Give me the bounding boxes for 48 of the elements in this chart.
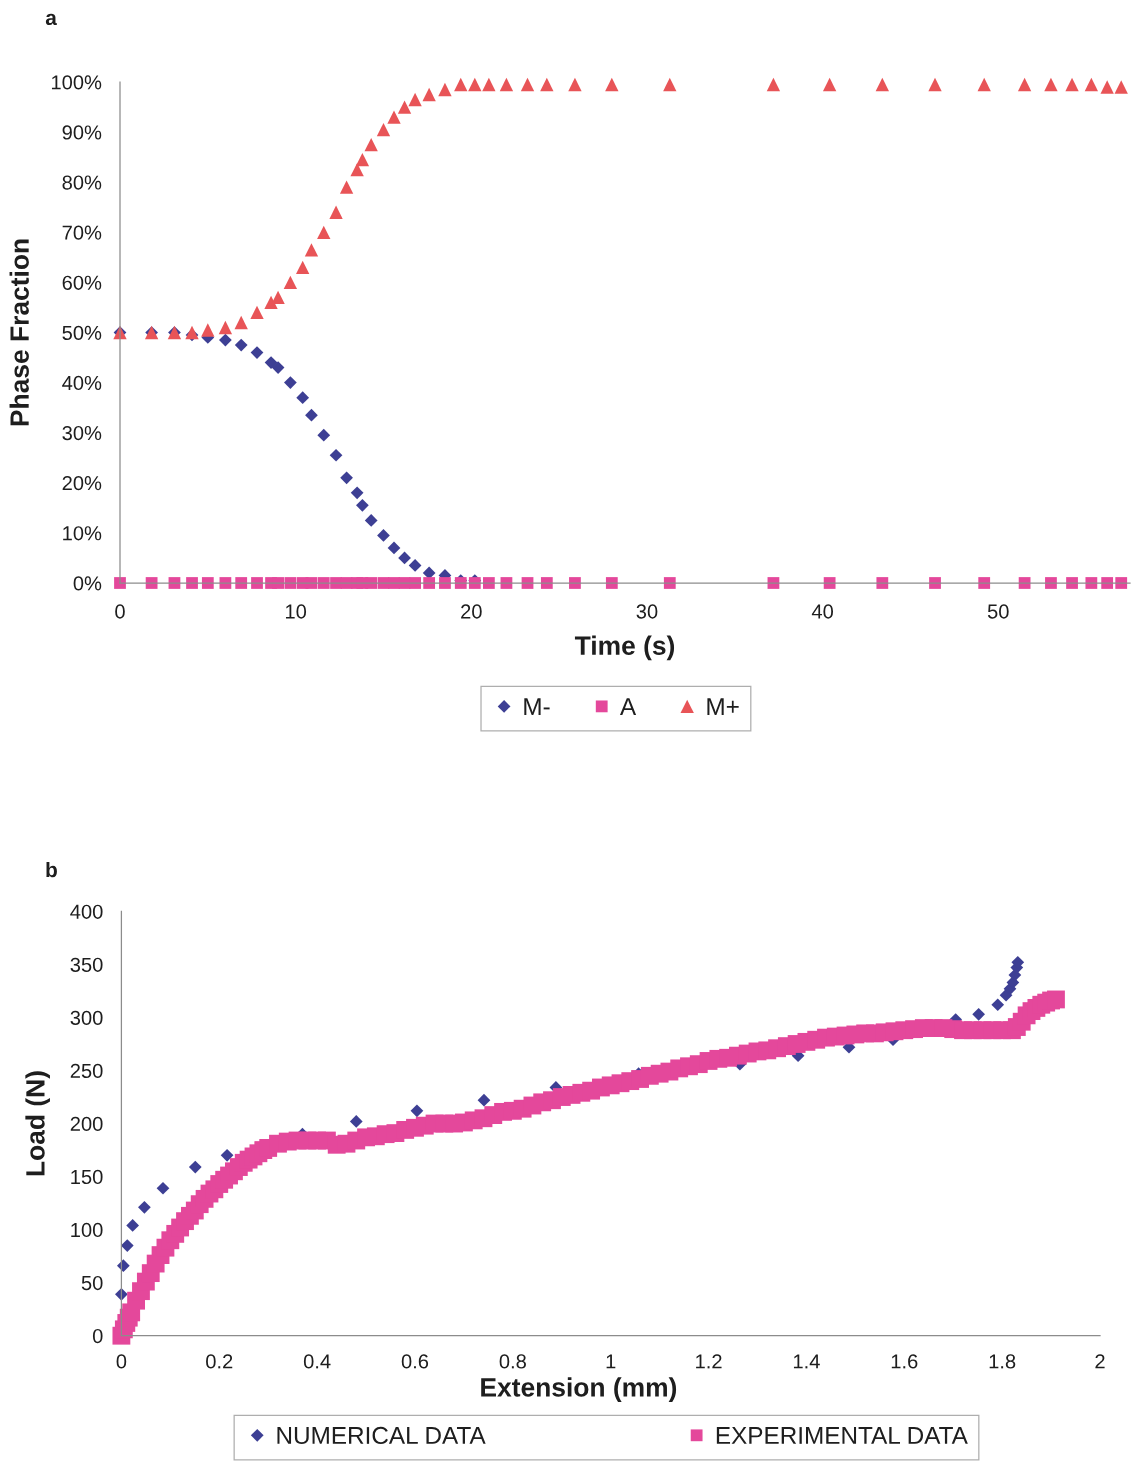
x-tick-label: 0.8 bbox=[499, 1354, 526, 1369]
x-tick-label: 0.6 bbox=[401, 1354, 429, 1369]
legend-label: M- bbox=[524, 698, 550, 715]
x-tick-label: 0 bbox=[116, 1354, 127, 1369]
x-tick-label: 50 bbox=[987, 604, 1009, 619]
chart-title: b bbox=[46, 861, 57, 878]
y-tick-label: 100% bbox=[51, 75, 102, 90]
x-tick-label: 30 bbox=[636, 604, 658, 619]
y-tick-label: 70% bbox=[62, 225, 102, 240]
legend-label: NUMERICAL DATA bbox=[277, 1426, 486, 1445]
y-axis-title: Load (N) bbox=[25, 1071, 50, 1176]
y-tick-label: 90% bbox=[62, 125, 102, 140]
y-tick-label: 60% bbox=[62, 275, 102, 290]
x-tick-label: 0.4 bbox=[303, 1354, 331, 1369]
y-tick-label: 80% bbox=[62, 175, 102, 190]
y-tick-label: 100 bbox=[71, 1222, 103, 1238]
x-tick-label: 40 bbox=[811, 604, 834, 619]
x-tick-label: 1 bbox=[606, 1354, 616, 1369]
y-tick-label: 10% bbox=[63, 526, 102, 541]
x-axis-title: Extension (mm) bbox=[481, 1377, 677, 1402]
legend-label: M+ bbox=[707, 698, 739, 715]
y-tick-label: 40% bbox=[62, 375, 102, 391]
x-tick-label: 1.8 bbox=[989, 1354, 1016, 1369]
y-axis-title: Phase Fraction bbox=[9, 239, 29, 426]
legend-label: A bbox=[619, 698, 637, 715]
y-tick-label: 350 bbox=[70, 957, 103, 972]
x-tick-label: 1.4 bbox=[793, 1354, 820, 1369]
x-tick-label: 0 bbox=[115, 604, 125, 619]
y-tick-label: 50% bbox=[62, 325, 102, 340]
legend-label: EXPERIMENTAL DATA bbox=[716, 1427, 968, 1444]
x-tick-label: 20 bbox=[461, 604, 482, 619]
x-tick-label: 2 bbox=[1095, 1354, 1105, 1369]
y-tick-label: 0 bbox=[92, 1328, 103, 1344]
y-tick-label: 20% bbox=[62, 476, 102, 491]
y-tick-label: 250 bbox=[70, 1063, 103, 1079]
y-tick-label: 0% bbox=[73, 576, 102, 591]
x-tick-label: 1.6 bbox=[891, 1354, 918, 1369]
y-tick-label: 50 bbox=[81, 1275, 103, 1291]
x-axis-title: Time (s) bbox=[574, 635, 675, 661]
y-tick-label: 400 bbox=[70, 904, 103, 919]
y-tick-label: 150 bbox=[71, 1169, 103, 1185]
x-tick-label: 0.2 bbox=[206, 1354, 233, 1369]
x-tick-label: 1.2 bbox=[696, 1354, 722, 1369]
y-tick-label: 30% bbox=[62, 425, 102, 441]
y-tick-label: 200 bbox=[70, 1116, 103, 1132]
chart-title: a bbox=[45, 13, 57, 26]
x-tick-label: 10 bbox=[285, 604, 307, 619]
y-tick-label: 300 bbox=[70, 1010, 103, 1025]
